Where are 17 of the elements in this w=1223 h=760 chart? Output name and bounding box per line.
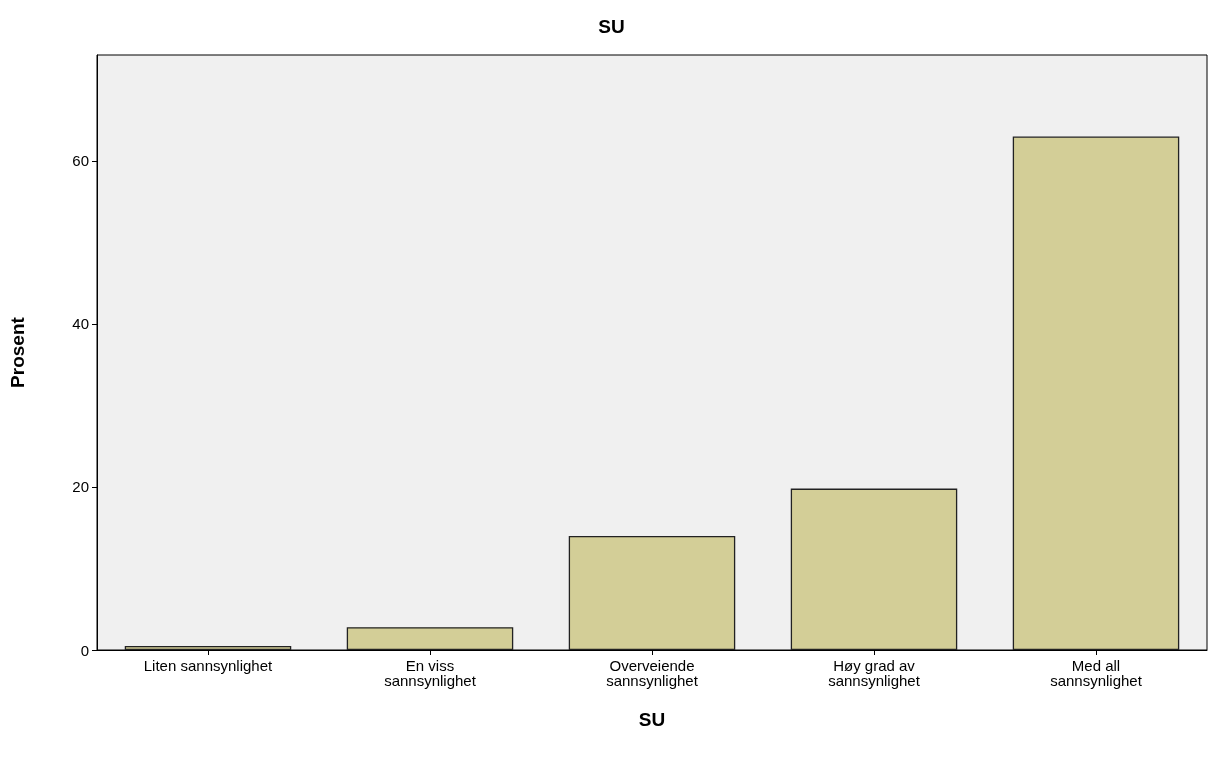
y-tick-label: 60 [72, 152, 89, 170]
bar [1012, 136, 1180, 650]
x-tick-label: Med all sannsynlighet [1050, 657, 1143, 689]
x-tick-label: Liten sannsynlighet [143, 657, 274, 674]
y-axis-title: Prosent [7, 316, 28, 388]
y-tick-label: 0 [80, 641, 89, 659]
y-tick-label: 40 [72, 315, 89, 333]
x-tick-label: Overveiende sannsynlighet [606, 657, 699, 689]
bar [568, 535, 736, 650]
bar [346, 627, 514, 650]
chart-title: SU [598, 16, 625, 37]
x-tick-label: En viss sannsynlighet [384, 657, 477, 689]
x-tick-label: Høy grad av sannsynlighet [828, 657, 921, 689]
y-tick-label: 20 [72, 478, 89, 496]
bar [124, 645, 292, 650]
x-axis-title: SU [638, 709, 666, 730]
bar [790, 488, 958, 650]
